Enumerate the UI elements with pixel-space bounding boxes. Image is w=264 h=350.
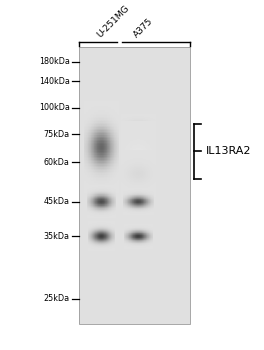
Text: 100kDa: 100kDa [39,103,70,112]
Text: 180kDa: 180kDa [39,57,70,66]
Bar [79,47,190,324]
Text: A375: A375 [132,16,155,39]
Text: 25kDa: 25kDa [44,294,70,303]
Bar [79,47,190,324]
Text: 75kDa: 75kDa [44,130,70,139]
Text: U-251MG: U-251MG [95,4,131,39]
Text: 140kDa: 140kDa [39,77,70,86]
Text: 45kDa: 45kDa [44,197,70,206]
Text: 35kDa: 35kDa [44,232,70,241]
Text: 60kDa: 60kDa [44,158,70,167]
Text: IL13RA2: IL13RA2 [206,146,251,156]
